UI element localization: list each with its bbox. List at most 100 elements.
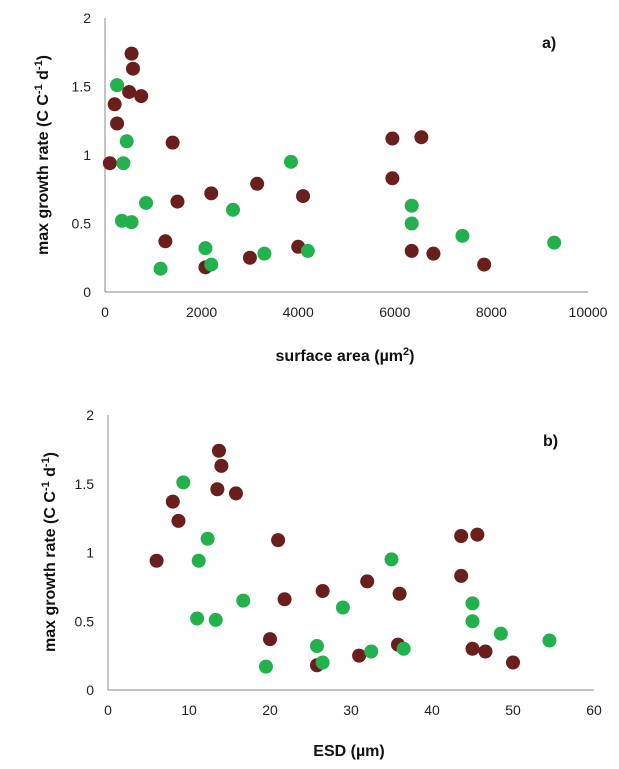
panel-b-x-tick-label: 40 [424, 702, 440, 718]
panel-a-x-tick-label: 4000 [283, 304, 314, 320]
panel-b-series2-point [465, 614, 480, 629]
panel-a-series1-point [126, 61, 141, 76]
panel-b-series1-point [228, 486, 243, 501]
panel-b-x-tick-label: 30 [343, 702, 359, 718]
panel-b-series1-point [211, 443, 226, 458]
panel-a-series2-point [116, 156, 131, 171]
panel-b-label: b) [543, 433, 558, 450]
panel-b-y-tick-label: 2 [86, 407, 94, 423]
panel-b-series2-point [208, 612, 223, 627]
panel-a-series2-point [225, 202, 240, 217]
panel-a-series1-point [414, 130, 429, 145]
panel-a-series1-point [110, 116, 125, 131]
panel-b-series1-point [165, 494, 180, 509]
panel-a-series1-point [385, 131, 400, 146]
panel-b-series1-point [465, 641, 480, 656]
panel-a-series1-point [107, 97, 122, 112]
panel-a-x-tick-label: 6000 [379, 304, 410, 320]
panel-b-series1-point [271, 533, 286, 548]
panel-b-series1-point [506, 655, 520, 670]
panel-a-x-tick-label: 2000 [186, 304, 217, 320]
panel-b-x-tick-label: 60 [586, 702, 602, 718]
panel-a-y-tick-label: 0.5 [72, 216, 92, 232]
panel-b-series2-point [364, 644, 379, 659]
panel-b-series1-point [360, 574, 375, 589]
panel-a-label: a) [542, 35, 556, 52]
panel-a-x-tick-label: 8000 [476, 304, 507, 320]
panel-a-series2-point [283, 154, 298, 169]
panel-b-series2-point [200, 531, 215, 546]
panel-a-series1-point [102, 156, 117, 171]
panel-b-series2-point [384, 552, 399, 567]
panel-b-series2-point [465, 596, 480, 611]
panel-a-series1-point [170, 194, 185, 209]
panel-a-y-tick-label: 0 [83, 284, 91, 300]
panel-b-series1-point [149, 553, 164, 568]
panel-b-series2-point [493, 626, 508, 641]
panel-b-x-tick-label: 10 [181, 702, 197, 718]
panel-a-series2-point [153, 261, 168, 276]
panel-a-y-axis-label: max growth rate (C C-1 d-1) [33, 55, 52, 255]
panel-b-series1-point [352, 648, 367, 663]
panel-b-series1-point [315, 584, 330, 598]
panel-b-series1-point [263, 632, 277, 647]
panel-b-x-tick-label: 50 [505, 702, 521, 718]
panel-a-series1-point [242, 250, 257, 265]
panel-a-series2-point [257, 246, 272, 261]
panel-a-series2-point [124, 215, 139, 230]
panel-b-series1-point [171, 513, 186, 528]
panel-a-series2-point [139, 195, 154, 210]
panel-b-x-tick-label: 0 [104, 702, 112, 718]
panel-b-series1-point [470, 527, 485, 542]
panel-b-y-tick-label: 1.5 [75, 476, 95, 492]
panel-a-series1-point [426, 246, 441, 261]
panel-a-series1-point [385, 171, 400, 186]
panel-b-series2-point [315, 655, 330, 670]
panel-a-series1-point [124, 46, 139, 61]
panel-b-series2-point [396, 641, 411, 656]
panel-a-series2-point [119, 134, 134, 149]
panel-a-series1-point [296, 189, 311, 204]
panel-a-points [102, 46, 562, 276]
panel-a-y-tick-label: 2 [83, 10, 91, 26]
panel-b-series2-point [236, 593, 251, 608]
panel-b-ticks: 00.511.520 10 20 30 40 50 60 [75, 407, 602, 718]
panel-a-y-tick-label: 1 [83, 147, 91, 163]
panel-b-y-tick-label: 1 [86, 545, 94, 561]
panel-b-series2-point [191, 553, 206, 568]
panel-a-series2-point [198, 241, 213, 256]
panel-a-series1-point [477, 257, 492, 272]
panel-a-series2-point [404, 198, 419, 213]
panel-a-x-tick-label: 0 [101, 304, 109, 320]
panel-a-y-tick-label: 1.5 [72, 79, 92, 95]
panel-b-series1-point [392, 586, 407, 601]
panel-b-series2-point [542, 633, 557, 648]
panel-a-series1-point [165, 135, 180, 150]
panel-b-series1-point [454, 529, 469, 543]
panel-a-series2-point [404, 216, 419, 231]
panel-b-x-tick-label: 20 [262, 702, 278, 718]
panel-a-series1-point [204, 186, 219, 201]
panel-a-x-axis-label: surface area (µm2) [276, 346, 415, 365]
panel-b-y-tick-label: 0 [86, 682, 94, 698]
panel-b-points [149, 443, 557, 674]
panel-a-series2-point [455, 228, 470, 243]
panel-a-ticks: 0 0.5 1 1.5 2 0 2000 4000 6000 8000 10000 [72, 10, 608, 320]
panel-b-series1-point [454, 568, 469, 583]
panel-a-x-tick-label: 10000 [569, 304, 608, 320]
panel-b-series2-point [176, 475, 191, 490]
panel-b: 00.511.520 10 20 30 40 50 60 b) ESD (µm) max g… [40, 407, 602, 760]
panel-b-series1-point [277, 592, 292, 607]
panel-a: 0 0.5 1 1.5 2 0 2000 4000 6000 8000 10000 a) surfa… [33, 10, 608, 365]
panel-b-x-axis-label: ESD (µm) [313, 743, 384, 760]
panel-a-series2-point [547, 235, 562, 250]
panel-b-y-tick-label: 0.5 [75, 613, 95, 629]
panel-b-series2-point [309, 639, 324, 653]
panel-b-series1-point [478, 644, 493, 659]
panel-b-series1-point [214, 458, 229, 473]
panel-a-series1-point [158, 234, 173, 249]
panel-a-series2-point [204, 257, 219, 272]
panel-a-series1-point [134, 89, 149, 104]
panel-a-series2-point [110, 78, 125, 93]
